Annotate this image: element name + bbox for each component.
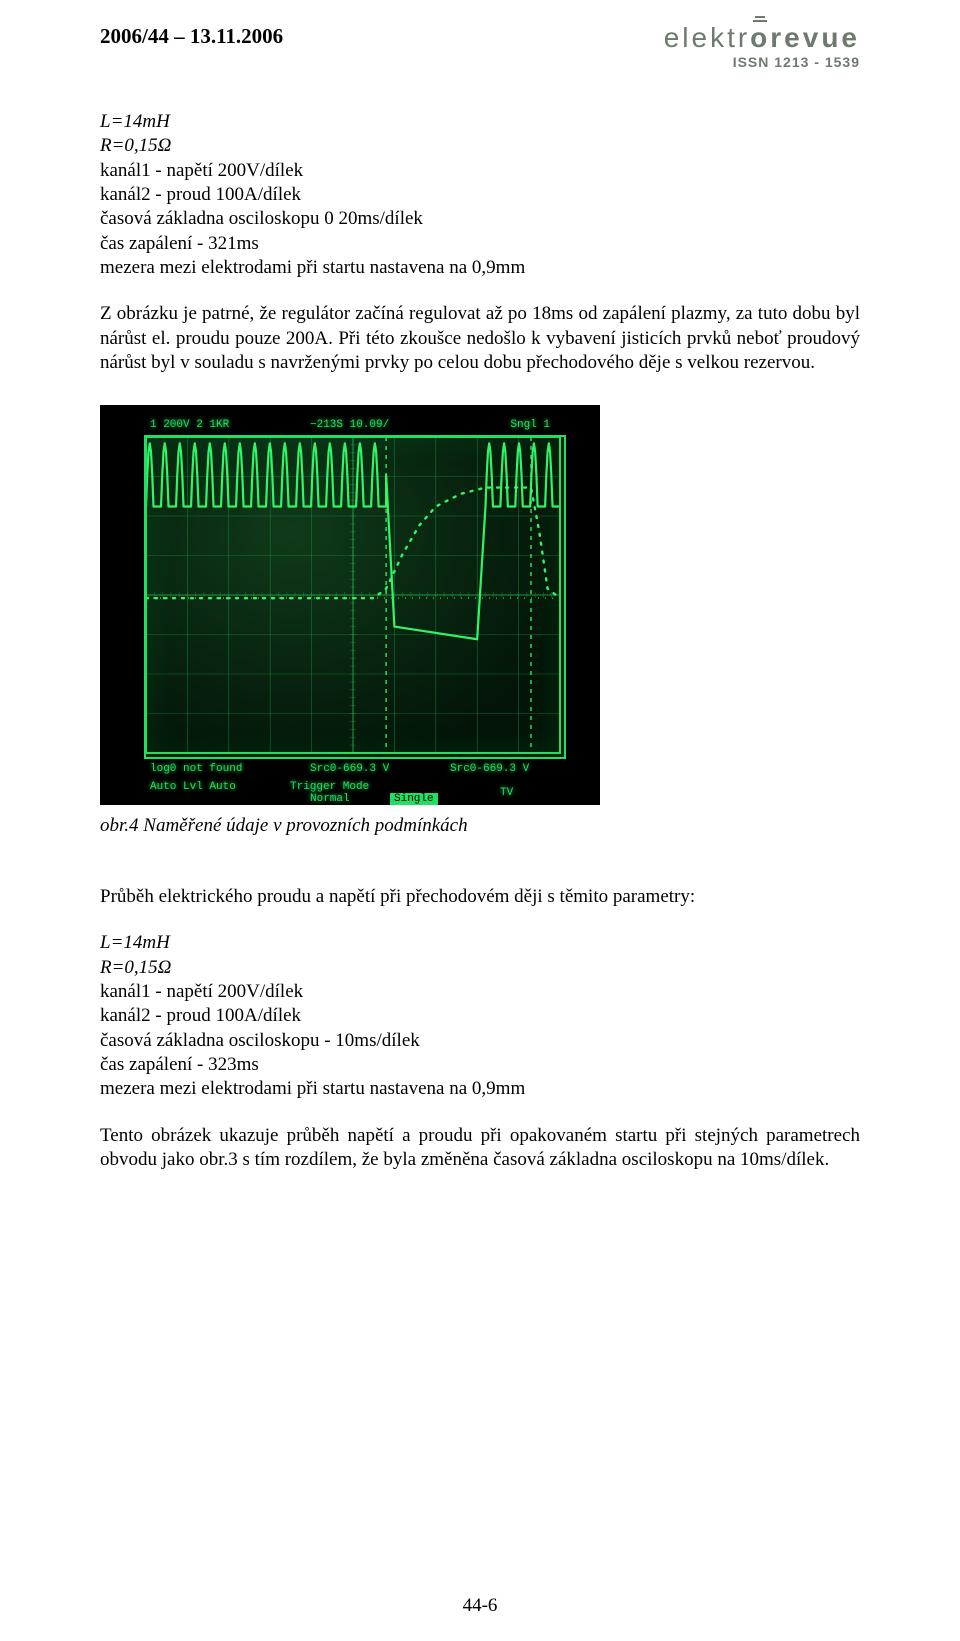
param2-ignition: čas zapálení - 323ms: [100, 1053, 860, 1077]
scope-top-left: 1 200V 2 1KR: [150, 419, 229, 431]
paragraph-2: Tento obrázek ukazuje průběh napětí a pr…: [100, 1124, 860, 1173]
issue-label: 2006/44 – 13.11.2006: [100, 24, 283, 49]
param2-timebase: časová základna osciloskopu - 10ms/dílek: [100, 1029, 860, 1053]
param2-gap: mezera mezi elektrodami při startu nasta…: [100, 1077, 860, 1101]
param-l: L=14mH: [100, 111, 170, 132]
scope-bot-1b: Src0-669.3 V: [310, 763, 389, 775]
scope-bot-1c: Src0-669.3 V: [450, 763, 529, 775]
param2-l: L=14mH: [100, 932, 170, 953]
issn-label: ISSN 1213 - 1539: [664, 54, 860, 70]
scope-svg: [100, 405, 600, 805]
brand-block: elektrorevue ISSN 1213 - 1539: [664, 24, 860, 70]
paragraph-1: Z obrázku je patrné, že regulátor začíná…: [100, 302, 860, 375]
page-header: 2006/44 – 13.11.2006 elektrorevue ISSN 1…: [100, 24, 860, 70]
parameters-block-1: L=14mH R=0,15Ω kanál1 - napětí 200V/díle…: [100, 110, 860, 280]
param-ch1: kanál1 - napětí 200V/dílek: [100, 159, 860, 183]
scope-bot-1a: log0 not found: [150, 763, 242, 775]
scope-bot-2b: Trigger Mode: [290, 781, 369, 793]
brand-logo: elektrorevue: [664, 24, 860, 52]
scope-top-right: Sngl 1: [510, 419, 550, 431]
figure-4: 1 200V 2 1KR −213S 10.09/ Sngl 1 log0 no…: [100, 405, 600, 837]
param-gap: mezera mezi elektrodami při startu nasta…: [100, 256, 860, 280]
page-number: 44-6: [463, 1595, 498, 1617]
scope-bot-2e: TV: [500, 787, 513, 799]
param-r: R=0,15Ω: [100, 135, 171, 156]
scope-top-center: −213S 10.09/: [310, 419, 389, 431]
param-ignition: čas zapálení - 321ms: [100, 232, 860, 256]
scope-bot-2a: Auto Lvl Auto: [150, 781, 236, 793]
scope-bot-2d: Single: [390, 793, 438, 805]
figure-caption: obr.4 Naměřené údaje v provozních podmín…: [100, 815, 600, 837]
param-ch2: kanál2 - proud 100A/dílek: [100, 183, 860, 207]
param2-ch2: kanál2 - proud 100A/dílek: [100, 1004, 860, 1028]
param2-r: R=0,15Ω: [100, 957, 171, 978]
param-timebase: časová základna osciloskopu 0 20ms/dílek: [100, 207, 860, 231]
param2-ch1: kanál1 - napětí 200V/dílek: [100, 980, 860, 1004]
scope-bot-2c: Normal: [310, 793, 350, 805]
intro-paragraph-2: Průběh elektrického proudu a napětí při …: [100, 885, 860, 909]
parameters-block-2: L=14mH R=0,15Ω kanál1 - napětí 200V/díle…: [100, 931, 860, 1101]
oscilloscope-photo: 1 200V 2 1KR −213S 10.09/ Sngl 1 log0 no…: [100, 405, 600, 805]
